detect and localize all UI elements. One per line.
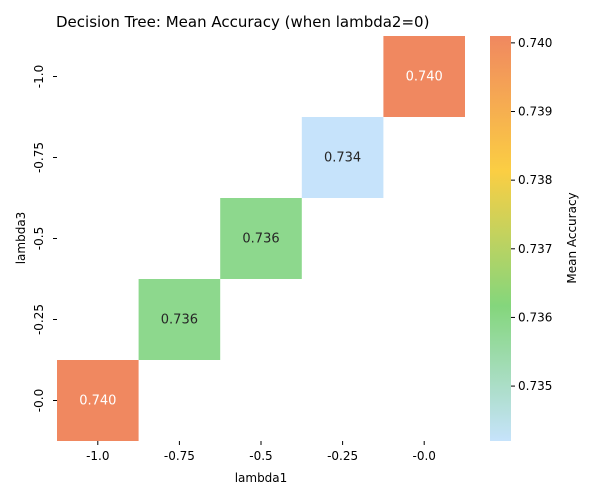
- colorbar-tick-label: 0.740: [518, 36, 552, 50]
- heatmap-cells: 0.740 0.734 0.736 0.736 0.740: [57, 36, 465, 441]
- y-axis-label: lambda3: [14, 212, 28, 265]
- y-tick-label: -1.0: [32, 65, 46, 88]
- y-tick-label: -0.0: [32, 389, 46, 412]
- colorbar-tick-label: 0.735: [518, 379, 552, 393]
- heatmap-cell: [301, 117, 384, 198]
- x-axis-ticks: -1.0 -0.75 -0.5 -0.25 -0.0: [86, 441, 436, 463]
- cell-value-label: 0.740: [406, 70, 443, 85]
- y-axis-ticks: -1.0 -0.75 -0.5 -0.25 -0.0: [32, 65, 57, 412]
- x-tick-label: -0.5: [249, 449, 272, 463]
- colorbar-tick-label: 0.738: [518, 173, 552, 187]
- colorbar: [490, 36, 511, 441]
- y-tick-label: -0.5: [32, 227, 46, 250]
- colorbar-tick-label: 0.736: [518, 310, 552, 324]
- colorbar-tick-label: 0.737: [518, 242, 552, 256]
- cell-value-label: 0.736: [242, 232, 279, 247]
- colorbar-tick-label: 0.739: [518, 105, 552, 119]
- colorbar-ticks: 0.735 0.736 0.737 0.738 0.739 0.740: [511, 36, 552, 393]
- x-axis-label: lambda1: [235, 471, 288, 485]
- chart-title: Decision Tree: Mean Accuracy (when lambd…: [56, 13, 429, 31]
- x-tick-label: -0.0: [412, 449, 435, 463]
- x-tick-label: -0.75: [164, 449, 195, 463]
- heatmap-cell: [220, 198, 302, 279]
- heatmap-cell: [383, 36, 465, 117]
- y-tick-label: -0.75: [32, 142, 46, 173]
- heatmap-cell: [138, 279, 221, 360]
- x-tick-label: -0.25: [327, 449, 358, 463]
- cell-value-label: 0.740: [79, 394, 116, 409]
- colorbar-label: Mean Accuracy: [565, 192, 579, 283]
- cell-value-label: 0.734: [324, 151, 361, 166]
- heatmap-cell: [57, 360, 139, 441]
- x-tick-label: -1.0: [86, 449, 109, 463]
- y-tick-label: -0.25: [32, 304, 46, 335]
- cell-value-label: 0.736: [161, 313, 198, 328]
